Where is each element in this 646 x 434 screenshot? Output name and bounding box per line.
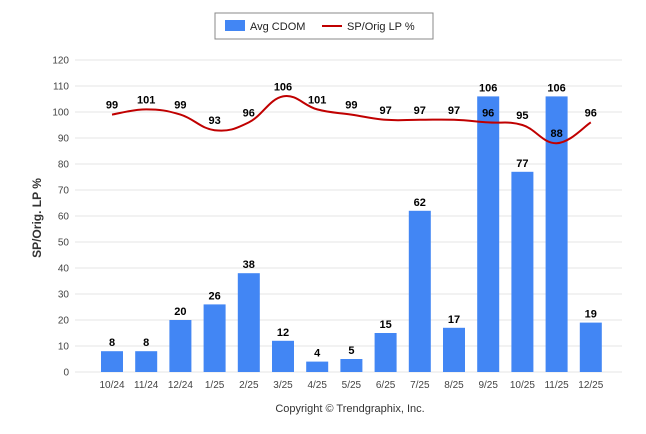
- y-tick-label: 20: [58, 316, 70, 327]
- x-tick-label: 7/25: [410, 380, 430, 391]
- bar-value-label: 19: [585, 309, 597, 321]
- x-tick-label: 8/25: [444, 380, 464, 391]
- x-tick-label: 11/24: [134, 380, 159, 391]
- y-tick-label: 10: [58, 342, 70, 353]
- bar-4/25: [306, 361, 329, 372]
- line-value-label: 99: [345, 100, 357, 112]
- bar-value-label: 77: [516, 158, 528, 170]
- bar-12/25: [579, 322, 602, 372]
- line-value-label: 101: [308, 94, 326, 106]
- y-tick-label: 70: [58, 186, 70, 197]
- sp-orig-lp-line: [111, 95, 592, 145]
- y-tick-label: 100: [52, 108, 69, 119]
- legend-swatch-bar: [225, 20, 245, 31]
- bar-9/25: [477, 96, 500, 373]
- bar-2/25: [237, 273, 260, 372]
- line-data-labels: 99 101 99 93 96 106 101 99 97 97 97 96 95 88 96: [106, 81, 597, 140]
- x-tick-label: 3/25: [273, 380, 293, 391]
- bar-11/24: [135, 351, 158, 372]
- bar-value-label: 5: [348, 345, 354, 357]
- bar-value-label: 12: [277, 327, 289, 339]
- bar-value-label: 20: [174, 306, 186, 318]
- line-value-label: 97: [448, 105, 460, 117]
- line-value-label: 99: [106, 100, 118, 112]
- legend: Avg CDOM SP/Orig LP %: [214, 12, 434, 40]
- y-tick-label: 110: [53, 82, 69, 93]
- y-tick-label: 0: [63, 368, 69, 379]
- bar-11/25: [545, 96, 568, 373]
- y-tick-label: 90: [58, 134, 70, 145]
- line-value-label: 101: [137, 94, 155, 106]
- bar-value-label: 15: [379, 319, 391, 331]
- bar-value-label: 38: [243, 259, 255, 271]
- bar-value-label: 26: [208, 290, 220, 302]
- bar-3/25: [272, 340, 294, 372]
- bar-10/24: [101, 351, 123, 372]
- bar-7/25: [408, 210, 431, 372]
- x-tick-label: 9/25: [478, 380, 498, 391]
- line-series: [111, 95, 592, 145]
- x-tick-label: 1/25: [205, 380, 225, 391]
- y-axis-ticks: 0 10 20 30 40 50 60 70 80 90 100 110 120: [52, 56, 69, 379]
- x-tick-label: 4/25: [307, 380, 327, 391]
- line-value-label: 106: [274, 81, 292, 93]
- line-value-label: 93: [208, 115, 220, 127]
- line-value-label: 88: [550, 128, 562, 140]
- x-tick-label: 6/25: [376, 380, 396, 391]
- line-value-label: 96: [482, 107, 494, 119]
- line-value-label: 99: [174, 100, 186, 112]
- y-axis-label: SP/Orig. LP %: [30, 178, 44, 258]
- line-value-label: 97: [414, 105, 426, 117]
- legend-label-line: SP/Orig LP %: [347, 21, 415, 33]
- line-value-label: 96: [585, 107, 597, 119]
- x-tick-label: 12/25: [578, 380, 603, 391]
- copyright-footer: Copyright © Trendgraphix, Inc.: [275, 403, 424, 415]
- bar-value-label: 106: [479, 82, 497, 94]
- x-tick-label: 11/25: [544, 380, 569, 391]
- line-value-label: 95: [516, 110, 528, 122]
- bar-6/25: [374, 333, 397, 372]
- line-value-label: 96: [243, 107, 255, 119]
- y-tick-label: 40: [58, 264, 70, 275]
- bar-value-label: 106: [547, 82, 565, 94]
- bar-value-label: 4: [314, 348, 321, 360]
- bar-value-label: 62: [414, 197, 426, 209]
- x-tick-label: 10/24: [99, 380, 124, 391]
- x-tick-label: 10/25: [510, 380, 535, 391]
- bar-value-label: 8: [143, 337, 149, 349]
- x-axis-ticks: 10/24 11/24 12/24 1/25 2/25 3/25 4/25 5/25 6/25 7…: [99, 380, 603, 391]
- bar-5/25: [340, 359, 363, 372]
- bar-12/24: [169, 320, 192, 372]
- x-tick-label: 5/25: [342, 380, 362, 391]
- x-tick-label: 2/25: [239, 380, 259, 391]
- y-tick-label: 60: [58, 212, 70, 223]
- bar-value-label: 17: [448, 314, 460, 326]
- line-value-label: 97: [379, 105, 391, 117]
- bar-8/25: [443, 327, 465, 372]
- bars: [101, 96, 602, 373]
- bar-1/25: [203, 304, 226, 372]
- x-tick-label: 12/24: [168, 380, 193, 391]
- y-tick-label: 50: [58, 238, 70, 249]
- y-tick-label: 80: [58, 160, 70, 171]
- bar-10/25: [511, 171, 534, 372]
- y-tick-label: 120: [52, 56, 69, 67]
- legend-label-bar: Avg CDOM: [250, 21, 305, 33]
- y-tick-label: 30: [58, 290, 70, 301]
- bar-value-label: 8: [109, 337, 115, 349]
